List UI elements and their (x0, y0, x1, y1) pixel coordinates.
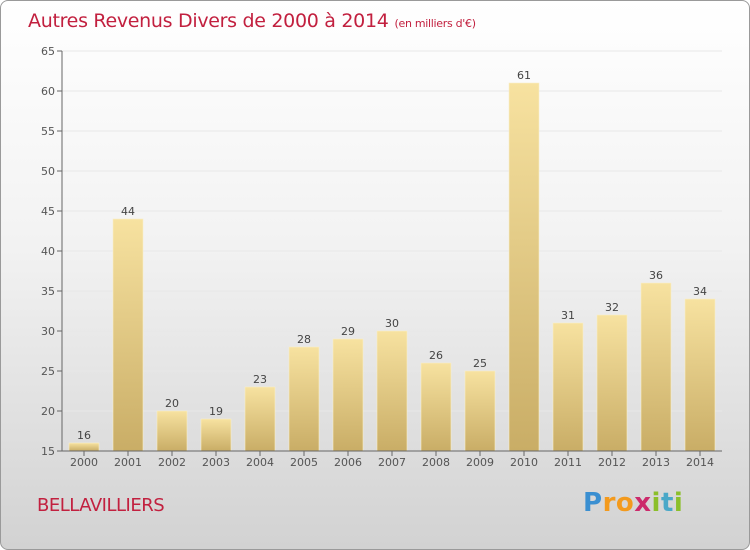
y-tick-label: 65 (41, 45, 55, 58)
x-tick-label: 2012 (598, 456, 626, 469)
y-tick-label: 60 (41, 85, 55, 98)
x-tick-label: 2001 (114, 456, 142, 469)
logo-letter: i (651, 488, 661, 518)
title-text: Autres Revenus Divers de 2000 à 2014 (28, 10, 389, 32)
bar-value-label: 28 (297, 333, 311, 346)
bar-value-label: 44 (121, 205, 135, 218)
x-tick-label: 2014 (686, 456, 714, 469)
bar (508, 82, 540, 452)
x-tick-label: 2006 (334, 456, 362, 469)
place-name: BELLAVILLIERS (37, 495, 165, 516)
y-tick-label: 55 (41, 125, 55, 138)
bar-value-label: 31 (561, 309, 575, 322)
logo-letter: t (660, 488, 674, 518)
bar (200, 418, 232, 452)
bar (68, 442, 100, 452)
chart-title: Autres Revenus Divers de 2000 à 2014 (en … (28, 10, 476, 32)
x-tick-label: 2000 (70, 456, 98, 469)
bar (596, 314, 628, 452)
x-tick-label: 2005 (290, 456, 318, 469)
y-tick-label: 25 (41, 365, 55, 378)
y-tick-label: 15 (41, 445, 55, 458)
bar (420, 362, 452, 452)
bar-value-label: 20 (165, 397, 179, 410)
logo-letter: o (615, 488, 635, 518)
bar (244, 386, 276, 452)
x-tick-label: 2009 (466, 456, 494, 469)
bar-value-label: 34 (693, 285, 707, 298)
bar (464, 370, 496, 452)
bar (288, 346, 320, 452)
bar-value-label: 29 (341, 325, 355, 338)
bar (640, 282, 672, 452)
y-tick-label: 50 (41, 165, 55, 178)
x-tick-label: 2013 (642, 456, 670, 469)
logo-letter: P (583, 488, 603, 518)
bar (552, 322, 584, 452)
y-tick-label: 30 (41, 325, 55, 338)
x-tick-label: 2007 (378, 456, 406, 469)
bar (332, 338, 364, 452)
bar (112, 218, 144, 452)
x-tick-label: 2004 (246, 456, 274, 469)
logo-letter: r (602, 488, 616, 518)
bar-value-label: 26 (429, 349, 443, 362)
y-tick-label: 35 (41, 285, 55, 298)
y-tick-label: 45 (41, 205, 55, 218)
x-tick-label: 2010 (510, 456, 538, 469)
logo-letter: i (673, 488, 684, 518)
bar-value-label: 32 (605, 301, 619, 314)
proxiti-logo[interactable]: Proxiti (583, 488, 683, 518)
bar (376, 330, 408, 452)
bar-value-label: 19 (209, 405, 223, 418)
title-unit: (en milliers d'€) (394, 17, 476, 30)
bar-value-label: 23 (253, 373, 267, 386)
x-tick-label: 2008 (422, 456, 450, 469)
y-tick-label: 40 (41, 245, 55, 258)
bar-value-label: 61 (517, 69, 531, 82)
logo-letter: x (634, 488, 652, 518)
y-tick-label: 20 (41, 405, 55, 418)
x-tick-label: 2003 (202, 456, 230, 469)
bar-value-label: 25 (473, 357, 487, 370)
x-tick-label: 2011 (554, 456, 582, 469)
bar-value-label: 16 (77, 429, 91, 442)
x-tick-label: 2002 (158, 456, 186, 469)
bar-value-label: 30 (385, 317, 399, 330)
bar-value-label: 36 (649, 269, 663, 282)
bar (156, 410, 188, 452)
bar (684, 298, 716, 452)
